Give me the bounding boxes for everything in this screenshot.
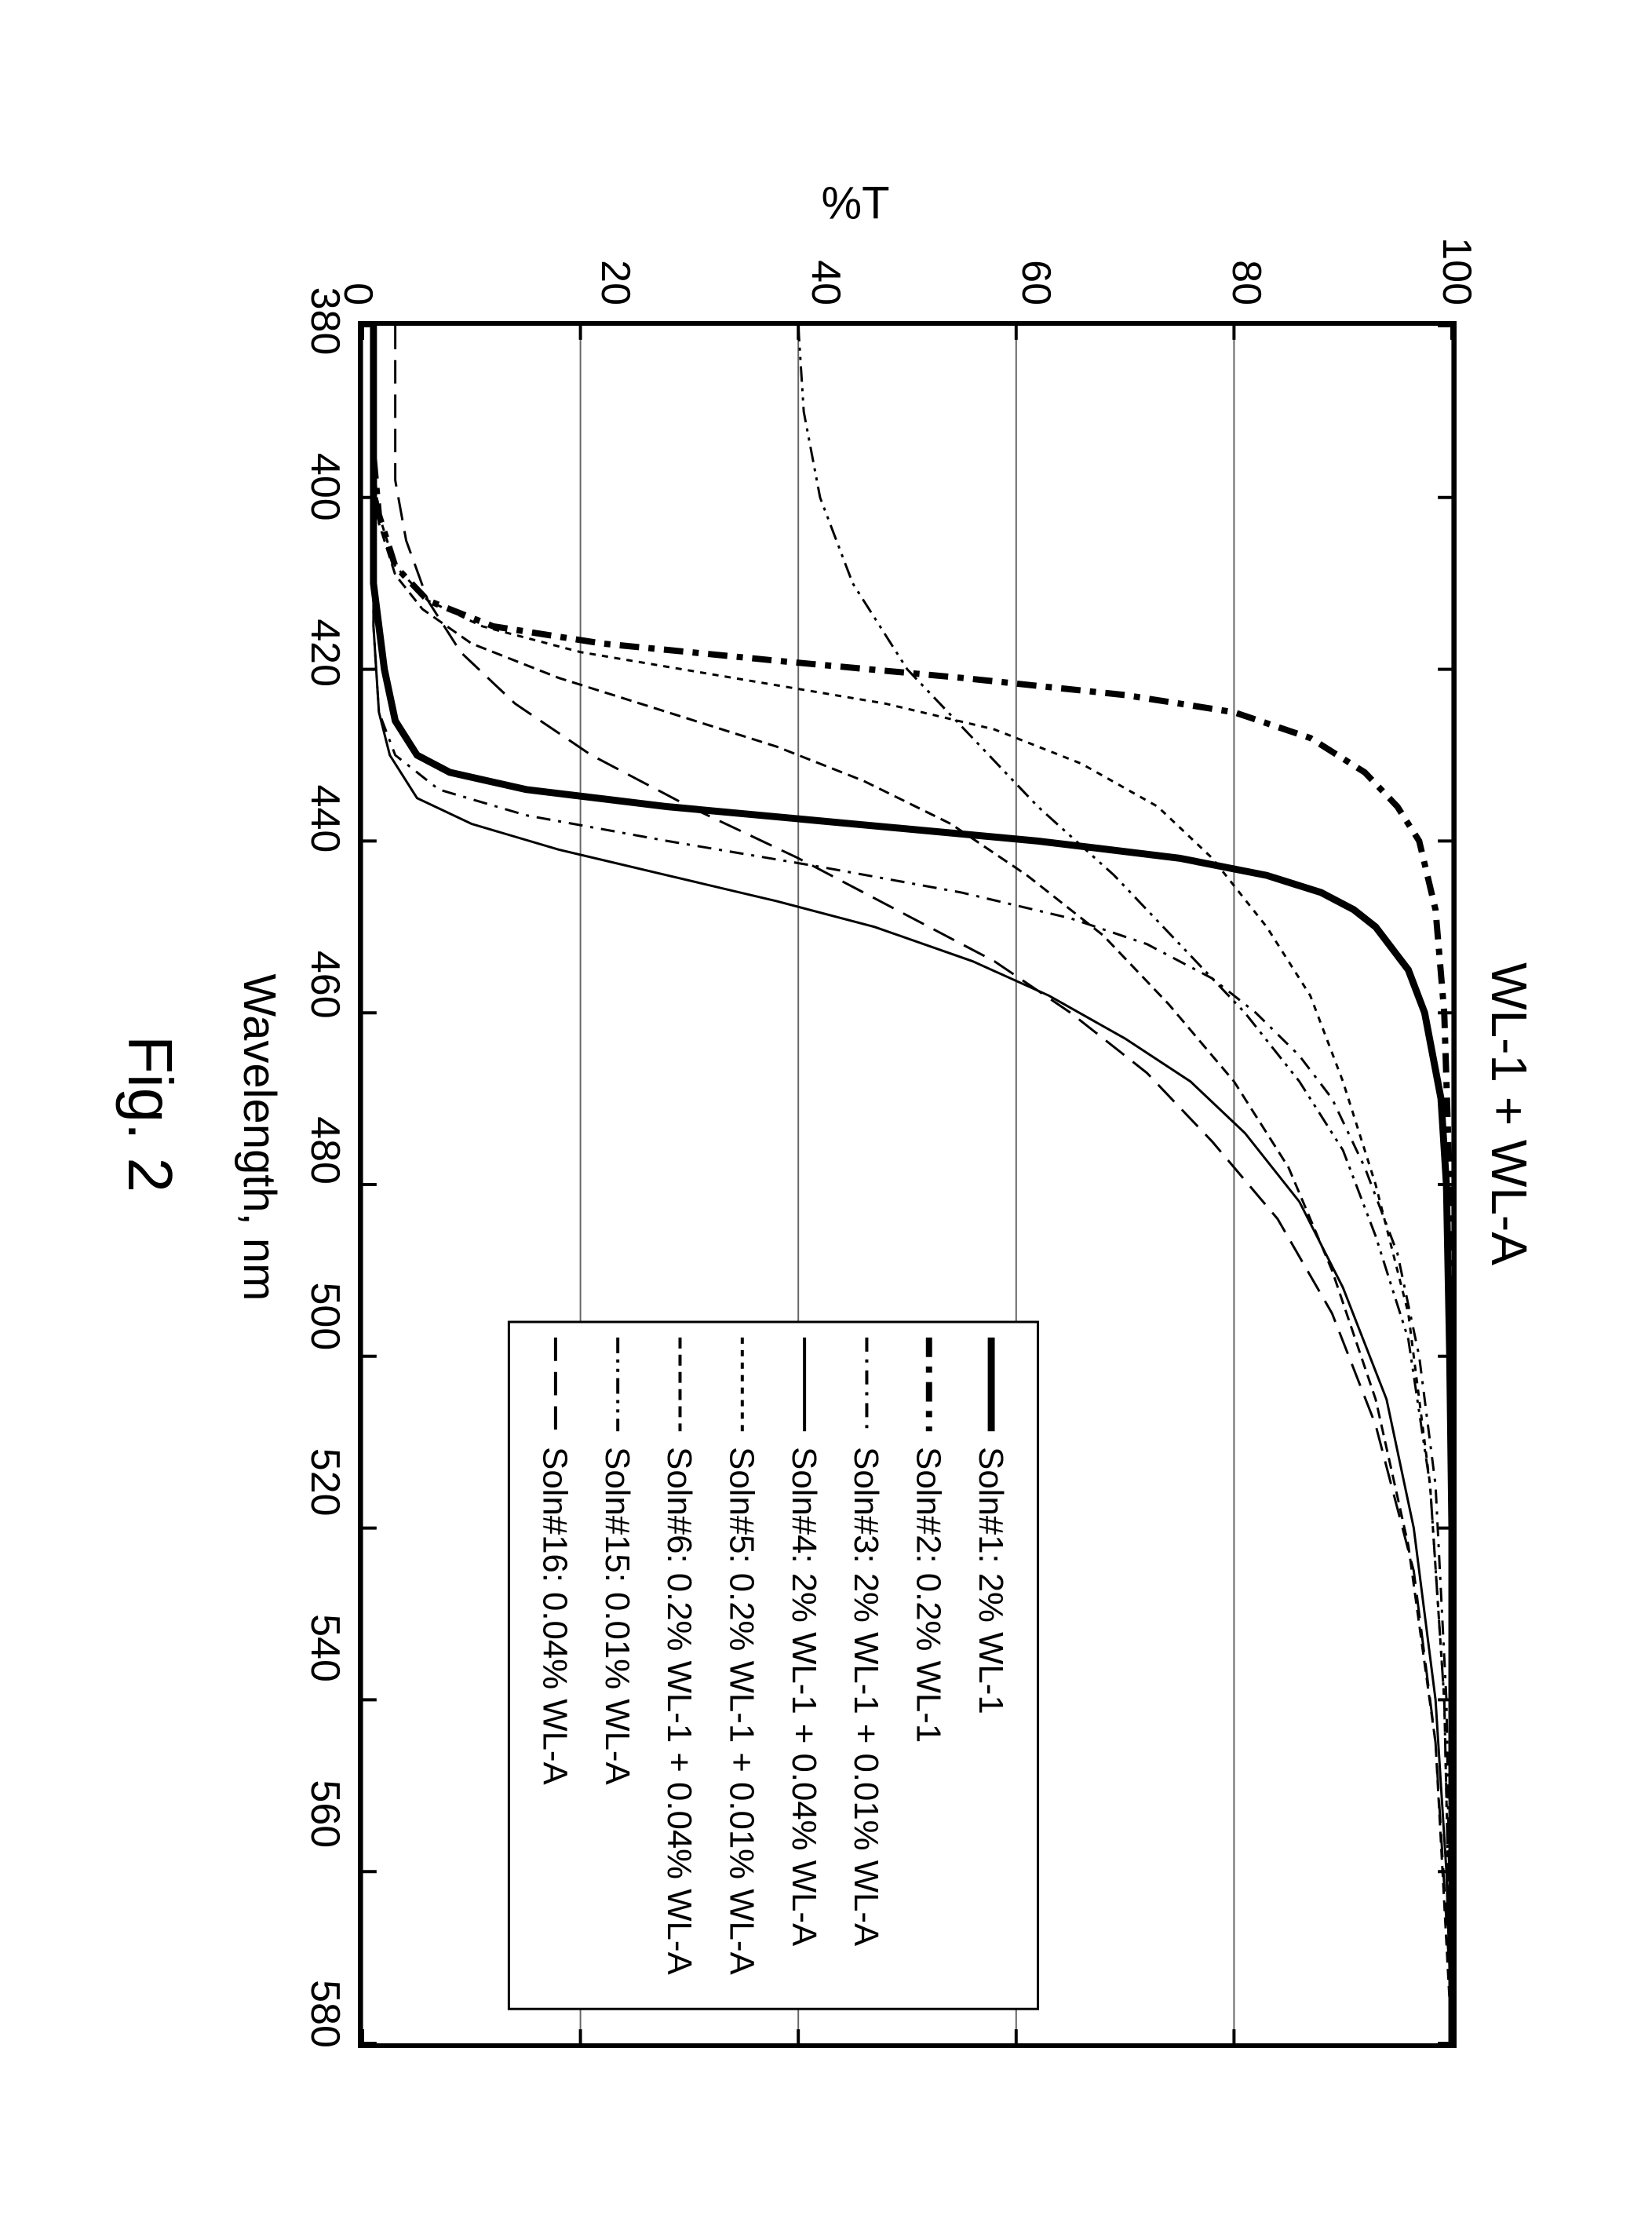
y-tick-label: 60 bbox=[1012, 227, 1059, 305]
legend-entry: Soln#1: 2% WL-1 bbox=[972, 1447, 1010, 1714]
x-tick-label: 400 bbox=[301, 452, 348, 520]
line-chart: Soln#1: 2% WL-1 Soln#2: 0.2% WL-1 Soln#3: … bbox=[358, 321, 1457, 2048]
y-tick-label: 20 bbox=[592, 227, 639, 305]
x-tick-label: 480 bbox=[301, 1116, 348, 1185]
legend-entry: Soln#15: 0.01% WL-A bbox=[598, 1447, 636, 1785]
x-tick-label: 500 bbox=[301, 1282, 348, 1350]
y-ticks: 100806040200 bbox=[358, 227, 1457, 305]
x-tick-label: 580 bbox=[301, 1980, 348, 2048]
figure-page: WL-1 + WL-A %T 100806040200 Soln#1: 2% W… bbox=[81, 180, 1572, 2048]
y-axis-label: %T bbox=[822, 177, 869, 229]
plot-column: 100806040200 Soln#1: 2% WL-1Soln#2: 0.2%… bbox=[233, 227, 1457, 2048]
y-tick-label: 40 bbox=[802, 227, 849, 305]
legend-entry: Soln#2: 0.2% WL-1 bbox=[910, 1447, 948, 1743]
legend-entry: Soln#3: 2% WL-1 + 0.01% WL-A bbox=[847, 1447, 885, 1947]
x-tick-label: 540 bbox=[301, 1614, 348, 1682]
x-tick-label: 520 bbox=[301, 1448, 348, 1516]
figure-caption: Fig. 2 bbox=[114, 1035, 186, 1192]
legend-entry: Soln#4: 2% WL-1 + 0.04% WL-A bbox=[785, 1447, 823, 1947]
legend-entry: Soln#6: 0.2% WL-1 + 0.04% WL-A bbox=[660, 1447, 698, 1975]
x-axis-label: Wavelength, nm bbox=[233, 973, 286, 1301]
legend-entry: Soln#5: 0.2% WL-1 + 0.01% WL-A bbox=[723, 1447, 761, 1975]
x-ticks: 380400420440460480500520540560580 bbox=[301, 321, 348, 2048]
x-tick-label: 440 bbox=[301, 784, 348, 852]
x-tick-label: 560 bbox=[301, 1780, 348, 1848]
chart-area: %T 100806040200 Soln#1: 2% WL-1Soln#2: 0… bbox=[233, 180, 1457, 2048]
x-tick-label: 460 bbox=[301, 950, 348, 1018]
x-tick-label: 380 bbox=[301, 287, 348, 355]
plot-wrap: 100806040200 Soln#1: 2% WL-1Soln#2: 0.2%… bbox=[358, 227, 1457, 2048]
x-tick-label: 420 bbox=[301, 619, 348, 687]
y-tick-label: 80 bbox=[1223, 227, 1270, 305]
y-tick-label: 100 bbox=[1433, 227, 1480, 305]
legend-entry: Soln#16: 0.04% WL-A bbox=[536, 1447, 574, 1785]
chart-title: WL-1 + WL-A bbox=[1480, 962, 1538, 1265]
